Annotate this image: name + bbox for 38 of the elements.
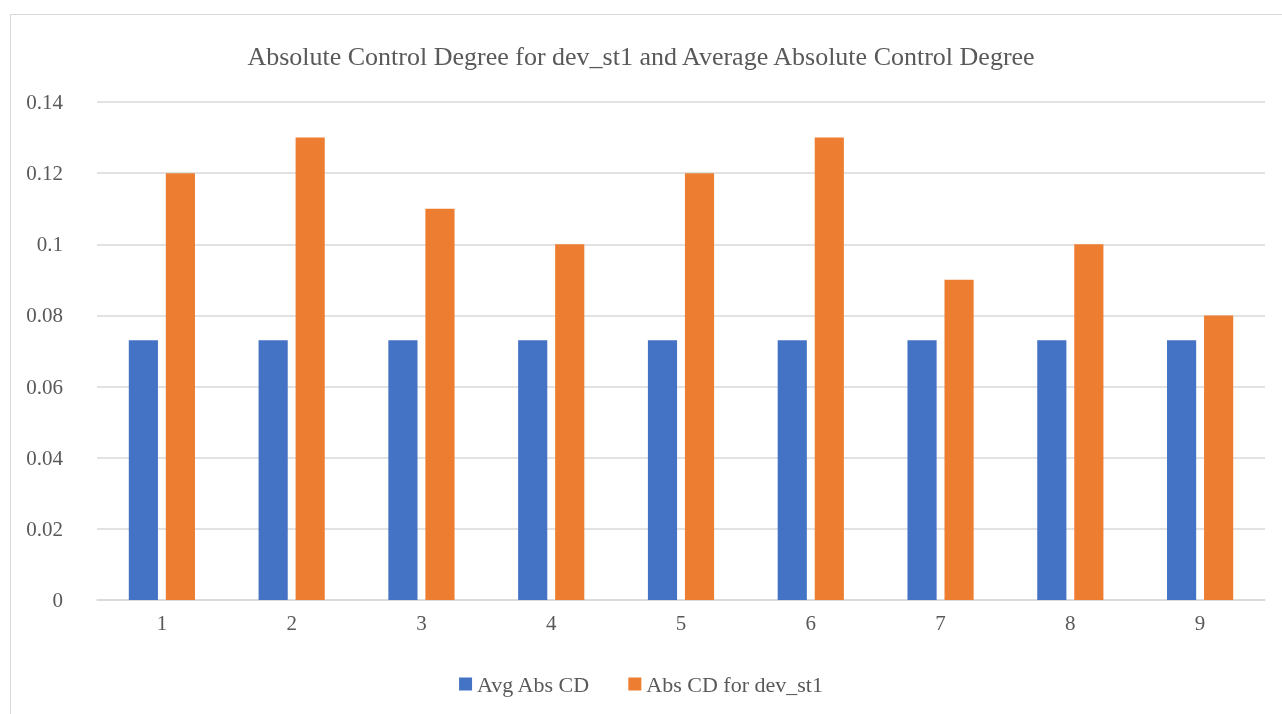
x-tick-label: 4 <box>545 610 557 635</box>
bar <box>1037 340 1067 600</box>
y-tick-label: 0.14 <box>26 90 64 114</box>
x-tick-label: 3 <box>416 610 427 635</box>
bar <box>814 137 844 600</box>
chart-title: Absolute Control Degree for dev_st1 and Average Absolute Control Degree <box>247 41 1035 71</box>
bar <box>907 340 937 600</box>
x-tick-label: 5 <box>675 610 687 635</box>
bar <box>258 340 288 600</box>
y-tick-label: 0.12 <box>26 161 63 186</box>
y-tick-label: 0.1 <box>36 232 63 257</box>
x-tick-label: 2 <box>286 610 297 635</box>
bar <box>684 173 715 600</box>
bar <box>1204 315 1234 600</box>
bar <box>777 340 807 600</box>
bar <box>555 244 585 600</box>
bar <box>944 279 974 600</box>
x-tick-label: 8 <box>1065 610 1076 635</box>
y-tick-label: 0.08 <box>26 303 63 328</box>
bar <box>425 208 455 600</box>
bar <box>165 173 195 600</box>
y-tick-label: 0.04 <box>26 445 64 470</box>
bar <box>1167 340 1197 600</box>
legend-label: Abs CD for dev_st1 <box>646 671 823 697</box>
legend-label: Avg Abs CD <box>477 671 590 697</box>
y-tick-label: 0 <box>52 588 63 612</box>
bar <box>1074 244 1104 600</box>
x-tick-label: 6 <box>805 610 817 635</box>
y-tick-label: 0.02 <box>26 516 63 541</box>
bar <box>388 340 418 600</box>
bar <box>647 340 678 600</box>
bar <box>128 340 158 600</box>
bar <box>295 137 325 600</box>
x-tick-label: 7 <box>935 610 946 635</box>
x-tick-label: 9 <box>1194 610 1206 635</box>
x-tick-label: 1 <box>156 610 168 635</box>
bar <box>518 340 548 600</box>
y-tick-label: 0.06 <box>26 374 63 399</box>
